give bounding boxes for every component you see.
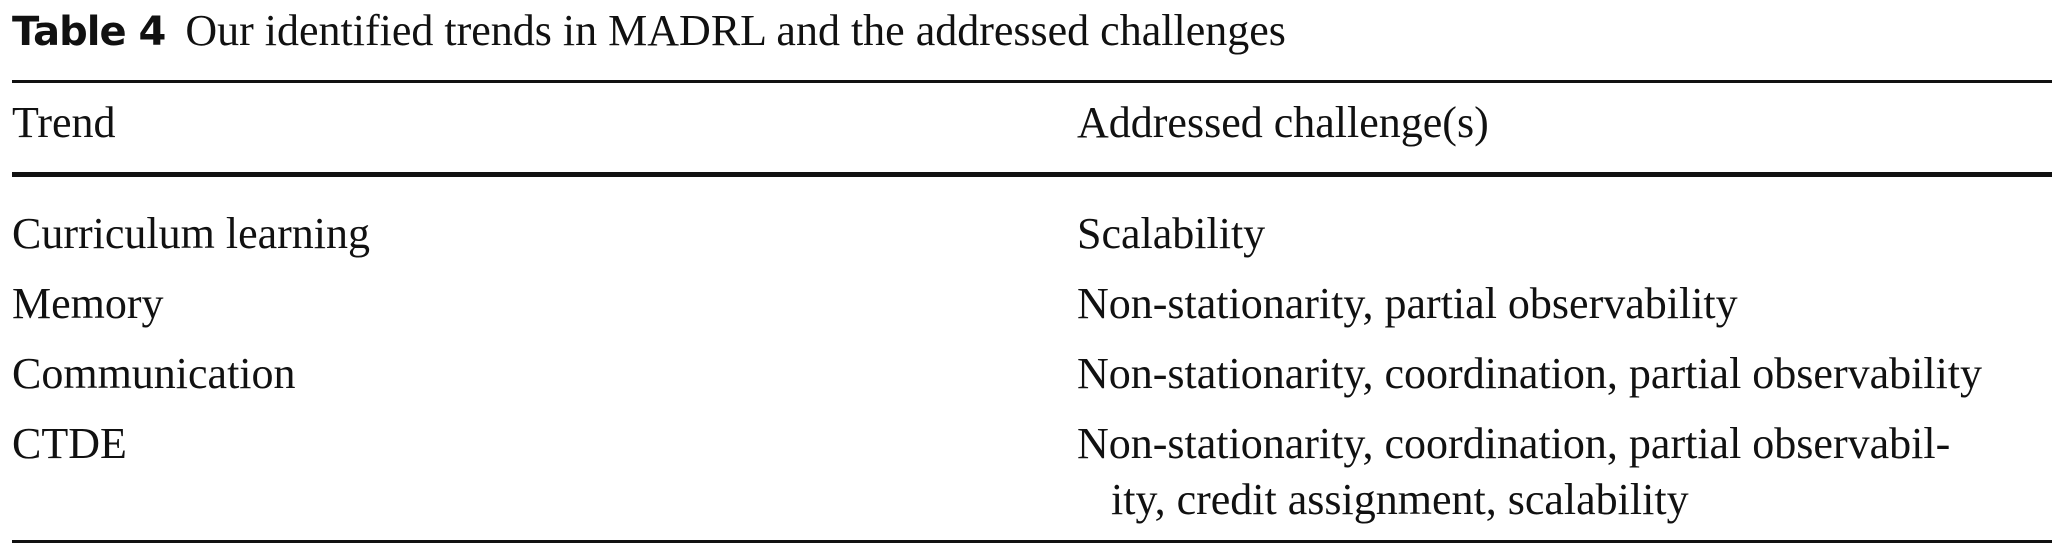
top-rule	[12, 80, 2052, 83]
trend-cell-communication: Communication	[12, 349, 296, 398]
table-caption: Table 4 Our identified trends in MADRL an…	[12, 2, 1286, 60]
challenge-cell-curriculum-learning: Scalability	[1077, 209, 1266, 258]
trend-cell-memory: Memory	[12, 279, 164, 328]
column-header-challenges: Addressed challenge(s)	[1077, 98, 1489, 147]
challenge-line-2: ity, credit assignment, scalability	[1111, 475, 1689, 524]
trend-cell-curriculum-learning: Curriculum learning	[12, 209, 371, 258]
header-rule	[12, 172, 2052, 177]
table-title: Our identified trends in MADRL and the a…	[185, 6, 1286, 55]
challenge-cell-memory: Non-stationarity, partial observability	[1077, 279, 1738, 328]
challenge-cell-ctde: Non-stationarity, coordination, partial …	[1077, 416, 1950, 528]
challenge-line-1: Non-stationarity, coordination, partial …	[1077, 419, 1951, 468]
table-label: Table 4	[12, 9, 166, 55]
trend-cell-ctde: CTDE	[12, 419, 127, 468]
bottom-rule	[12, 540, 2052, 543]
column-header-trend: Trend	[12, 98, 116, 147]
challenge-cell-communication: Non-stationarity, coordination, partial …	[1077, 349, 1983, 398]
